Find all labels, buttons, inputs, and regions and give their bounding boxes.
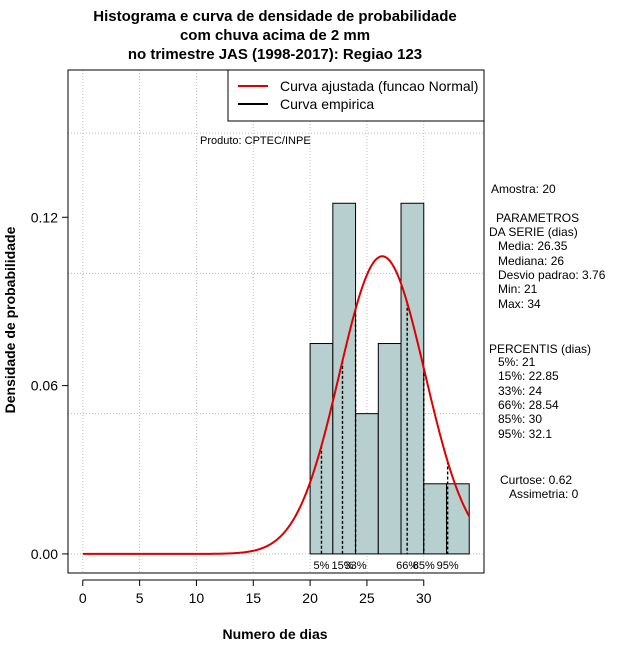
stat-p85: 85%: 30 <box>498 412 542 426</box>
percentile-label: 95% <box>437 560 459 572</box>
x-tick-label: 5 <box>136 590 144 606</box>
legend-box <box>227 69 485 122</box>
percentile-label: 15% <box>331 560 353 572</box>
stat-assimetria: Assimetria: 0 <box>509 487 579 501</box>
histogram-bars <box>309 202 470 555</box>
histogram-bar <box>445 483 470 555</box>
percentile-label: 5% <box>314 560 330 572</box>
stat-media: Media: 26.35 <box>498 239 568 253</box>
stat-curtose: Curtose: 0.62 <box>500 473 572 487</box>
x-axis-title: Numero de dias <box>222 626 327 642</box>
percentile-lines <box>320 302 449 554</box>
normal-curve-line <box>82 255 471 555</box>
chart-title-line-1: Histograma e curva de densidade de proba… <box>93 8 456 25</box>
stat-min: Min: 21 <box>498 282 538 296</box>
legend-label-normal: Curva ajustada (funcao Normal) <box>280 78 478 94</box>
percentile-label: 85% <box>413 560 435 572</box>
x-tick-label: 20 <box>302 590 318 606</box>
stat-p5: 5%: 21 <box>498 355 536 369</box>
percentile-labels: 5% 15%33% 66%85% 95% <box>314 560 459 572</box>
histogram-bar <box>400 202 425 555</box>
y-tick-label: 0.06 <box>31 378 58 394</box>
chart-title-line-3: no trimestre JAS (1998-2017): Regiao 123 <box>128 46 422 63</box>
y-axis: 0.00 0.06 0.12 <box>31 209 69 562</box>
percentile-label: 33% <box>345 560 367 572</box>
histogram-bar <box>355 413 379 555</box>
chart-title-line-2: com chuva acima de 2 mm <box>180 27 370 44</box>
legend: Curva ajustada (funcao Normal) Curva emp… <box>227 69 485 122</box>
stat-desvio: Desvio padrao: 3.76 <box>498 268 606 282</box>
percentile-label: 66% <box>396 560 418 572</box>
x-tick-label: 15 <box>245 590 261 606</box>
stat-p33: 33%: 24 <box>498 384 542 398</box>
stat-params-subheader: DA SERIE (dias) <box>489 225 578 239</box>
x-tick-label: 25 <box>359 590 375 606</box>
stat-percentis-header: PERCENTIS (dias) <box>489 342 591 356</box>
x-tick-label: 30 <box>416 590 432 606</box>
histogram-bar <box>377 343 402 555</box>
stat-sample: Amostra: 20 <box>491 182 556 196</box>
x-tick-label: 10 <box>189 590 205 606</box>
y-tick-label: 0.12 <box>31 209 58 225</box>
legend-label-empirical: Curva empirica <box>280 96 374 112</box>
y-axis-title: Densidade de probabilidade <box>2 226 18 413</box>
statistics-panel: Amostra: 20 PARAMETROS DA SERIE (dias) M… <box>489 182 606 501</box>
product-note: Produto: CPTEC/INPE <box>200 135 311 147</box>
stat-p15: 15%: 22.85 <box>498 369 559 383</box>
x-axis: 0 5 10 15 20 25 30 <box>79 579 432 606</box>
histogram-bar <box>332 202 357 555</box>
histogram-bar <box>423 483 447 555</box>
stat-p95: 95%: 32.1 <box>498 427 552 441</box>
x-tick-label: 0 <box>79 590 87 606</box>
stat-params-header: PARAMETROS <box>496 211 579 225</box>
stat-mediana: Mediana: 26 <box>498 254 564 268</box>
stat-max: Max: 34 <box>498 297 541 311</box>
stat-p66: 66%: 28.54 <box>498 398 559 412</box>
y-tick-label: 0.00 <box>31 546 58 562</box>
